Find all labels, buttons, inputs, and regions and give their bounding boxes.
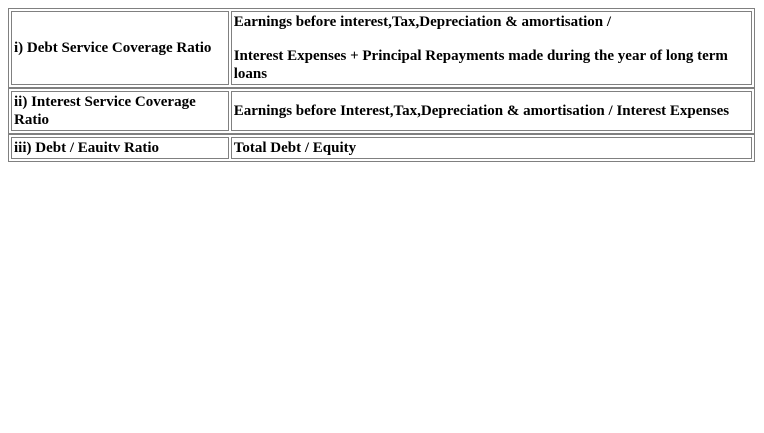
ratio-name-interest-service-coverage: ii) Interest Service Coverage Ratio (11, 91, 229, 131)
ratio-definitions: i) Debt Service Coverage Ratio Earnings … (8, 8, 755, 162)
ratio-row-debt-service-coverage: i) Debt Service Coverage Ratio Earnings … (8, 8, 755, 88)
ratio-formula-debt-service-coverage: Earnings before interest,Tax,Depreciatio… (230, 11, 752, 85)
formula-spacer (234, 31, 749, 47)
ratio-name-debt-equity: iii) Debt / Eauitv Ratio (11, 137, 229, 159)
formula-denominator: Interest Expenses + Principal Repayments… (233, 48, 728, 82)
ratio-row-debt-equity: iii) Debt / Eauitv Ratio Total Debt / Eq… (8, 134, 755, 162)
formula-numerator: Earnings before interest,Tax,Depreciatio… (233, 14, 612, 30)
ratio-formula-interest-service-coverage: Earnings before Interest,Tax,Depreciatio… (230, 91, 752, 131)
ratio-name-debt-service-coverage: i) Debt Service Coverage Ratio (11, 11, 229, 85)
ratio-row-interest-service-coverage: ii) Interest Service Coverage Ratio Earn… (8, 88, 755, 134)
ratio-formula-debt-equity: Total Debt / Equity (230, 137, 752, 159)
